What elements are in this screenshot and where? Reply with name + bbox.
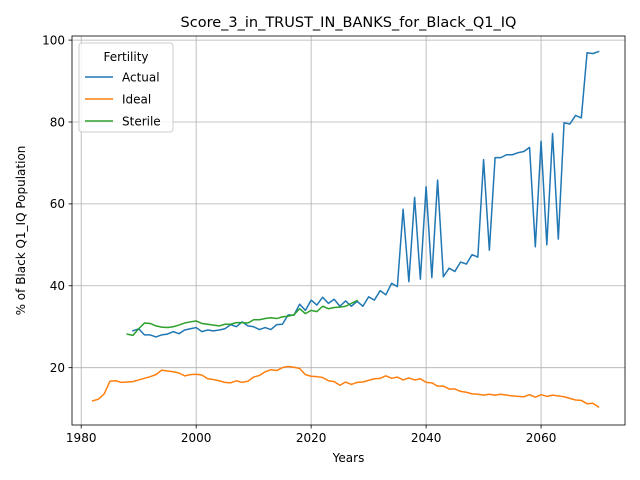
chart-title: Score_3_in_TRUST_IN_BANKS_for_Black_Q1_I… — [181, 15, 517, 31]
y-tick-label: 80 — [50, 115, 65, 129]
x-tick-label: 2040 — [411, 431, 442, 445]
plot-frame — [71, 35, 626, 426]
y-tick-label: 20 — [50, 361, 65, 375]
legend-label-ideal: Ideal — [122, 92, 151, 106]
x-tick-label: 2000 — [181, 431, 212, 445]
legend-entries: Actual Ideal Sterile — [85, 70, 161, 128]
series-line-ideal — [91, 365, 600, 409]
y-tick-label: 60 — [50, 197, 65, 211]
y-tick-label: 40 — [50, 279, 65, 293]
x-tick-label: 2020 — [296, 431, 327, 445]
x-tick-label: 1980 — [66, 431, 97, 445]
legend: Fertility Actual Ideal Sterile — [78, 42, 174, 133]
series-line-sterile — [126, 299, 359, 337]
legend-label-actual: Actual — [122, 70, 160, 84]
x-tick-label: 2060 — [526, 431, 557, 445]
legend-title: Fertility — [103, 50, 148, 64]
legend-box — [78, 42, 174, 133]
series-line-actual — [131, 50, 600, 338]
series-lines — [91, 50, 600, 409]
x-axis-label: Years — [332, 451, 365, 465]
legend-label-sterile: Sterile — [122, 114, 161, 128]
y-axis-label: % of Black Q1_IQ Population — [14, 146, 28, 316]
y-tick-label: 100 — [42, 33, 65, 47]
